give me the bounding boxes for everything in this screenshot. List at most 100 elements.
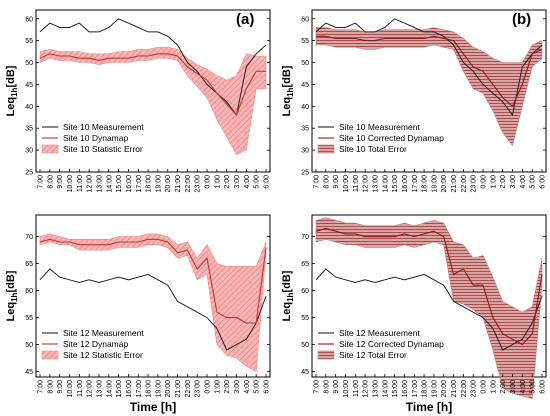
x-tick: 16:00 bbox=[126, 169, 133, 193]
x-tick: 17:00 bbox=[412, 169, 419, 193]
x-tick-label: 2:00 bbox=[500, 380, 507, 394]
x-tick-label: 19:00 bbox=[155, 175, 162, 193]
y-tick-label: 60 bbox=[301, 16, 309, 23]
y-tick-label: 60 bbox=[301, 288, 309, 295]
x-tick-label: 6:00 bbox=[264, 380, 271, 394]
x-tick-label: 5:00 bbox=[254, 175, 261, 189]
y-axis-label: Leq1h[dB] bbox=[281, 270, 295, 321]
y-tick-label: 50 bbox=[301, 60, 309, 67]
x-tick: 18:00 bbox=[422, 374, 429, 398]
x-tick: 7:00 bbox=[38, 374, 45, 394]
x-tick-label: 3:00 bbox=[510, 380, 517, 394]
y-tick-label: 55 bbox=[25, 315, 33, 322]
x-tick: 8:00 bbox=[47, 374, 54, 394]
x-tick: 17:00 bbox=[412, 374, 419, 398]
x-tick-label: 8:00 bbox=[47, 380, 54, 394]
y-tick-label: 25 bbox=[25, 170, 33, 177]
x-tick: 9:00 bbox=[333, 169, 340, 189]
y-tick-label: 60 bbox=[25, 16, 33, 23]
plot-frame bbox=[311, 9, 547, 173]
x-tick: 18:00 bbox=[422, 169, 429, 193]
x-tick-label: 4:00 bbox=[244, 175, 251, 189]
x-tick-label: 12:00 bbox=[363, 175, 370, 193]
y-tick-label: 50 bbox=[25, 60, 33, 67]
y-tick: 50 bbox=[25, 342, 270, 349]
x-tick: 20:00 bbox=[165, 374, 172, 398]
x-tick: 3:00 bbox=[510, 374, 517, 394]
legend-label: Site 12 Corrected Dynamap bbox=[339, 339, 444, 349]
panel-letter: (a) bbox=[236, 11, 254, 28]
x-tick: 14:00 bbox=[106, 169, 113, 193]
legend-swatch bbox=[317, 144, 335, 154]
x-tick-label: 3:00 bbox=[234, 175, 241, 189]
x-tick: 2:00 bbox=[500, 374, 507, 394]
model-line bbox=[316, 35, 543, 108]
measurement-line bbox=[315, 18, 543, 117]
y-tick: 30 bbox=[25, 148, 270, 155]
x-tick: 1:00 bbox=[490, 374, 497, 394]
x-tick-label: 8:00 bbox=[323, 380, 330, 394]
y-tick-label: 55 bbox=[25, 38, 33, 45]
x-tick: 4:00 bbox=[520, 374, 527, 394]
x-tick: 10:00 bbox=[343, 169, 350, 193]
model-line bbox=[39, 53, 266, 117]
x-tick: 17:00 bbox=[136, 374, 143, 398]
x-tick: 15:00 bbox=[392, 169, 399, 193]
x-tick-label: 1:00 bbox=[214, 175, 221, 189]
y-tick-label: 40 bbox=[25, 104, 33, 111]
x-tick: 4:00 bbox=[244, 374, 251, 394]
x-tick-label: 15:00 bbox=[392, 175, 399, 193]
x-tick: 2:00 bbox=[224, 169, 231, 189]
x-tick-label: 21:00 bbox=[175, 380, 182, 398]
x-tick-label: 4:00 bbox=[520, 380, 527, 394]
x-tick: 21:00 bbox=[175, 169, 182, 193]
y-tick: 35 bbox=[25, 126, 270, 133]
x-tick-label: 18:00 bbox=[146, 175, 153, 193]
y-tick: 60 bbox=[301, 16, 546, 23]
model-line bbox=[315, 227, 543, 346]
x-tick: 21:00 bbox=[451, 169, 458, 193]
y-tick: 55 bbox=[301, 38, 546, 45]
x-tick-label: 2:00 bbox=[224, 380, 231, 394]
x-tick-label: 9:00 bbox=[333, 380, 340, 394]
y-tick-label: 30 bbox=[25, 148, 33, 155]
y-tick-label: 30 bbox=[301, 148, 309, 155]
x-tick-label: 14:00 bbox=[382, 175, 389, 193]
x-tick: 16:00 bbox=[126, 374, 133, 398]
y-tick-label: 50 bbox=[301, 342, 309, 349]
legend-label: Site 12 Measurement bbox=[63, 328, 144, 338]
x-tick: 23:00 bbox=[471, 374, 478, 398]
x-tick-label: 0:00 bbox=[205, 380, 212, 394]
x-tick: 9:00 bbox=[333, 374, 340, 394]
x-tick-label: 21:00 bbox=[451, 175, 458, 193]
x-tick-label: 17:00 bbox=[136, 380, 143, 398]
y-tick: 65 bbox=[25, 261, 270, 268]
x-tick-label: 19:00 bbox=[431, 380, 438, 398]
x-tick-label: 22:00 bbox=[185, 380, 192, 398]
panel-tl: 25 30 35 40 45 50 55 60 7:00 8:00 9:00 10:00 11:00 12… bbox=[5, 9, 271, 193]
y-tick: 55 bbox=[25, 315, 270, 322]
x-tick: 19:00 bbox=[431, 169, 438, 193]
x-tick: 19:00 bbox=[431, 374, 438, 398]
y-tick-label: 55 bbox=[301, 315, 309, 322]
x-tick: 2:00 bbox=[224, 374, 231, 394]
x-tick: 0:00 bbox=[481, 374, 488, 394]
x-tick: 13:00 bbox=[372, 374, 379, 398]
panel-tr: 25 30 35 40 45 50 55 60 7:00 8:00 9:00 10:00 11:00 12… bbox=[281, 9, 547, 193]
x-tick: 11:00 bbox=[353, 169, 360, 192]
x-tick-label: 6:00 bbox=[264, 175, 271, 189]
x-tick: 16:00 bbox=[402, 169, 409, 193]
x-tick-label: 12:00 bbox=[87, 175, 94, 193]
y-tick-label: 60 bbox=[25, 288, 33, 295]
x-tick-label: 20:00 bbox=[441, 380, 448, 398]
x-tick-label: 7:00 bbox=[314, 175, 321, 189]
x-tick-label: 4:00 bbox=[244, 380, 251, 394]
x-tick: 20:00 bbox=[165, 169, 172, 193]
x-tick: 11:00 bbox=[77, 169, 84, 192]
y-tick-label: 45 bbox=[301, 369, 309, 376]
measurement-line bbox=[315, 268, 543, 351]
